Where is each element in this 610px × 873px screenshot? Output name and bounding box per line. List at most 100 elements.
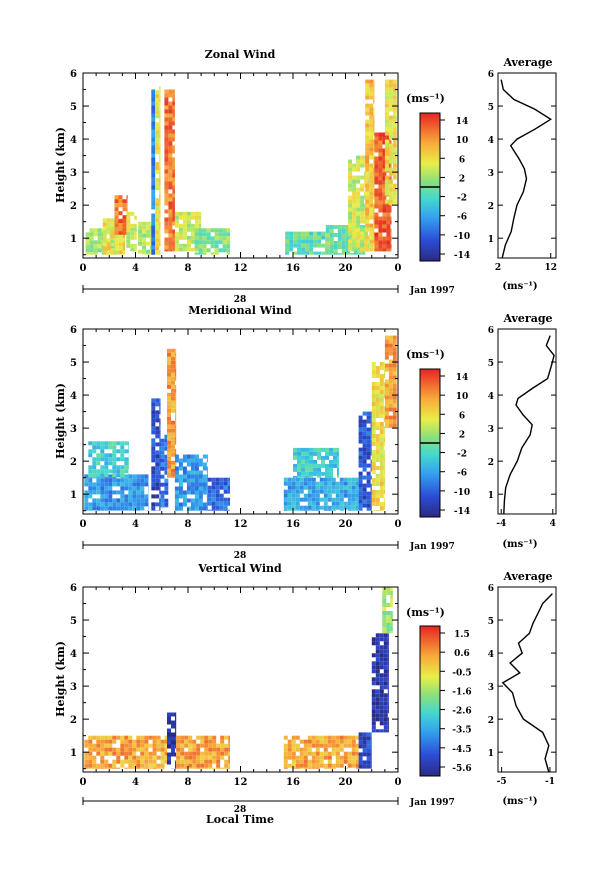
heatmap-cell (365, 147, 370, 152)
heatmap-cell (151, 506, 156, 511)
heatmap-cell (108, 763, 113, 768)
heatmap-cell (198, 490, 203, 495)
heatmap-cell (360, 163, 365, 168)
heatmap-cell (182, 474, 187, 479)
heatmap-cell (207, 497, 212, 502)
heatmap-cell (375, 386, 380, 390)
heatmap-cell (128, 763, 133, 768)
heatmap-cell (164, 759, 167, 764)
heatmap-cell (337, 241, 342, 245)
heatmap-cell (223, 509, 228, 511)
heatmap-cell (109, 240, 114, 245)
heatmap-cell (369, 103, 374, 108)
heatmap-cell (327, 739, 332, 744)
heatmap-cell (228, 755, 230, 760)
heatmap-cell (164, 747, 167, 752)
heatmap-cell (379, 430, 384, 434)
heatmap-cell (175, 440, 177, 445)
heatmap-cell (371, 665, 376, 670)
heatmap-cell (384, 107, 389, 112)
heatmap-cell (303, 755, 308, 760)
data-region (167, 348, 177, 478)
heatmap-cell (194, 462, 199, 467)
heatmap-cell (307, 739, 312, 744)
heatmap-cell (378, 132, 383, 137)
heatmap-cell (299, 509, 304, 511)
heatmap-cell (388, 115, 393, 120)
heatmap-cell (172, 185, 175, 190)
heatmap-cell (369, 143, 374, 148)
heatmap-cell (186, 462, 191, 467)
heatmap-cell (373, 163, 375, 168)
heatmap-cell (348, 247, 353, 252)
heatmap-cell (348, 215, 353, 220)
heatmap-cell (392, 199, 397, 204)
heatmap-cell (384, 343, 389, 348)
heatmap-cell (365, 139, 370, 144)
heatmap-cell (382, 176, 387, 181)
heatmap-cell (172, 221, 175, 226)
heatmap-cell (116, 482, 121, 487)
heatmap-cell (366, 435, 371, 440)
heatmap-cell (375, 442, 380, 446)
data-region (358, 411, 372, 511)
heatmap-cell (382, 224, 387, 229)
heatmap-cell (356, 195, 361, 200)
heatmap-cell (175, 720, 177, 725)
heatmap-cell (112, 453, 117, 458)
heatmap-cell (329, 241, 334, 245)
heatmap-cell (219, 481, 224, 486)
heatmap-cell (356, 219, 361, 224)
heatmap-cell (223, 497, 228, 502)
heatmap-cell (198, 236, 203, 241)
heatmap-cell (164, 105, 169, 110)
heatmap-cell (84, 767, 89, 769)
heatmap-cell (351, 509, 356, 511)
heatmap-cell (374, 168, 379, 173)
heatmap-cell (375, 406, 380, 410)
heatmap-cell (365, 87, 370, 92)
heatmap-cell (373, 119, 375, 124)
heatmap-cell (172, 173, 175, 178)
heatmap-cell (378, 172, 383, 177)
heatmap-cell (360, 207, 365, 212)
heatmap-cell (379, 446, 384, 450)
heatmap-cell (175, 432, 177, 437)
colorbar-tick-label: -5.6 (452, 764, 471, 774)
heatmap-cell (159, 462, 161, 467)
heatmap-cell (222, 228, 227, 233)
heatmap-cell (388, 375, 393, 380)
heatmap-cell (307, 505, 312, 510)
heatmap-cell (360, 183, 365, 188)
heatmap-cell (92, 506, 97, 511)
heatmap-cell (151, 113, 156, 118)
heatmap-cell (104, 759, 109, 764)
heatmap-cell (124, 755, 129, 760)
heatmap-cell (188, 739, 193, 744)
heatmap-cell (369, 147, 374, 152)
heatmap-cell (382, 623, 387, 627)
heatmap-cell (215, 485, 220, 490)
heatmap-cell (383, 374, 385, 378)
heatmap-cell (299, 481, 304, 486)
heatmap-cell (128, 735, 133, 740)
heatmap-cell (384, 103, 389, 108)
heatmap-cell (291, 485, 296, 490)
heatmap-cell (347, 743, 352, 748)
heatmap-cell (305, 243, 310, 248)
heatmap-cell (168, 149, 173, 154)
heatmap-cell (155, 198, 160, 203)
heatmap-cell (211, 505, 216, 510)
heatmap-cell (325, 245, 330, 249)
heatmap-cell (386, 627, 391, 631)
heatmap-cell (116, 506, 121, 511)
date-label: Jan 1997 (409, 286, 455, 296)
heatmap-cell (339, 755, 344, 760)
heatmap-cell (178, 458, 183, 463)
heatmap-cell (218, 232, 223, 237)
heatmap-cell (364, 239, 369, 244)
heatmap-cell (172, 89, 175, 94)
heatmap-cell (223, 505, 228, 510)
heatmap-cell (175, 388, 177, 393)
heatmap-cell (358, 415, 363, 420)
